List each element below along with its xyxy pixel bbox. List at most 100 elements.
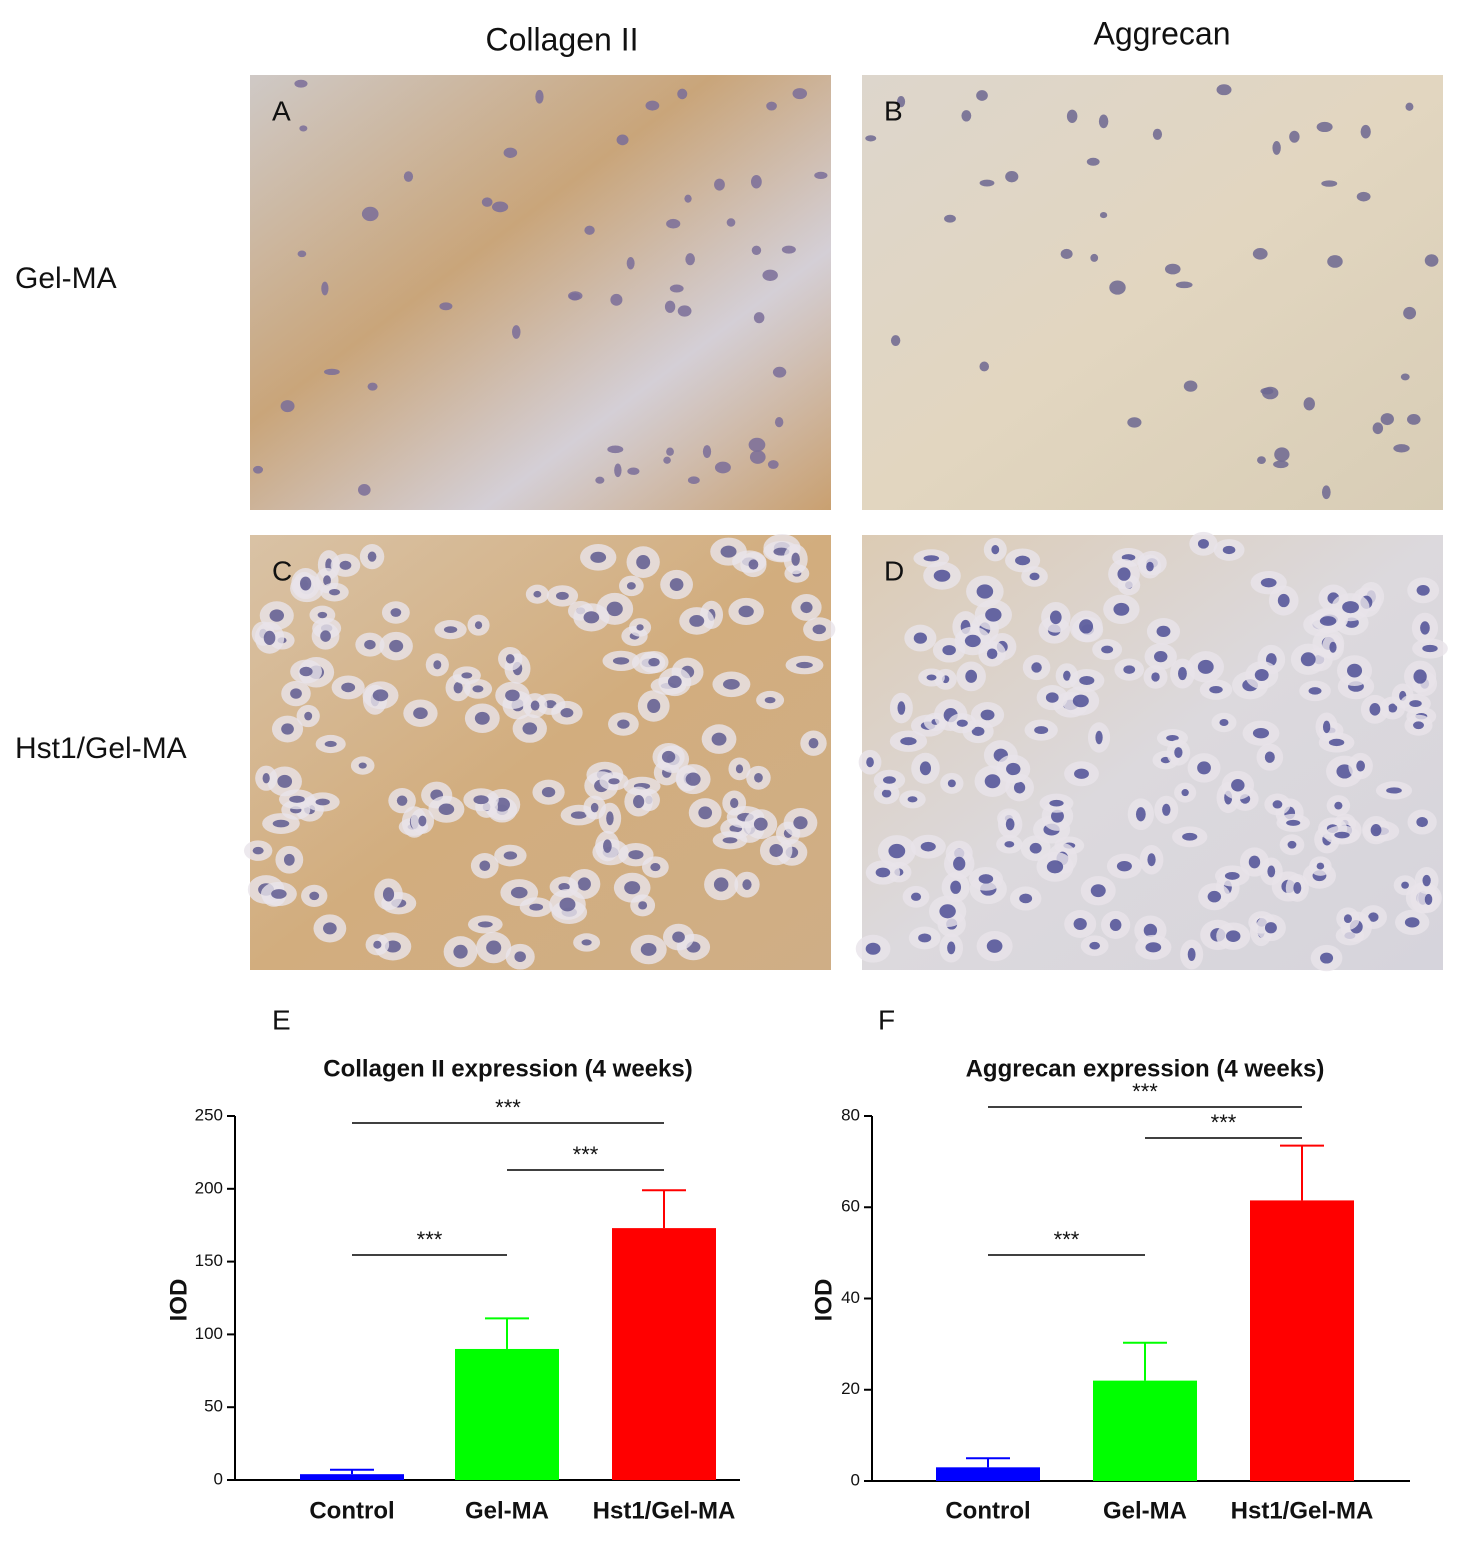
cell	[664, 300, 676, 313]
cell	[367, 551, 377, 562]
cell	[1420, 621, 1430, 635]
cell	[522, 722, 538, 735]
cell	[1182, 832, 1198, 841]
cell	[738, 605, 754, 618]
cell	[1183, 380, 1198, 392]
column-header: Collagen II	[486, 21, 639, 57]
cell	[1328, 738, 1345, 747]
cell	[479, 860, 491, 871]
cell	[584, 225, 595, 235]
y-tick-label: 20	[841, 1379, 860, 1398]
cell	[364, 639, 376, 650]
cell	[1197, 761, 1211, 775]
cell	[1013, 781, 1026, 794]
cell	[920, 841, 936, 852]
cell	[590, 802, 599, 813]
cell	[304, 711, 313, 721]
cell	[669, 284, 684, 293]
cell	[533, 590, 542, 598]
cell	[685, 253, 695, 266]
y-tick-label: 0	[851, 1470, 860, 1489]
cell	[413, 707, 428, 720]
y-tick-label: 80	[841, 1105, 860, 1124]
cell	[277, 774, 293, 788]
cell	[1099, 212, 1108, 219]
cell	[1060, 248, 1073, 260]
cell	[1152, 128, 1163, 140]
cell	[1293, 882, 1302, 894]
cell	[781, 245, 796, 254]
cell	[253, 465, 264, 474]
cell	[603, 839, 612, 853]
cell	[976, 584, 994, 599]
cell	[866, 757, 874, 768]
cell	[919, 761, 932, 776]
cell	[1029, 572, 1040, 581]
cell	[1277, 593, 1290, 608]
cell	[1015, 555, 1031, 566]
cell	[814, 171, 828, 180]
micrograph	[250, 75, 831, 510]
cell	[1181, 789, 1189, 797]
cell	[1356, 191, 1371, 202]
cell	[640, 943, 657, 956]
cell	[503, 851, 518, 860]
chart-title: Aggrecan expression (4 weeks)	[966, 1055, 1325, 1082]
cell	[390, 608, 402, 617]
cell	[320, 630, 331, 642]
cell	[735, 764, 744, 774]
cell	[1316, 862, 1325, 870]
cell	[341, 682, 356, 693]
cell	[271, 889, 287, 899]
cell	[570, 811, 587, 819]
cell	[1063, 670, 1071, 681]
cell	[608, 778, 620, 785]
cell	[714, 461, 731, 474]
cell	[1248, 855, 1261, 869]
cell	[577, 877, 591, 891]
cell	[1090, 253, 1099, 262]
panel-letter: A	[272, 95, 291, 126]
cell	[627, 467, 640, 475]
cell	[1005, 171, 1019, 183]
bar	[1250, 1200, 1354, 1481]
cell	[979, 179, 995, 187]
cell	[281, 723, 294, 735]
cell	[568, 291, 583, 301]
cell	[1135, 807, 1146, 822]
cell	[1187, 947, 1196, 961]
cell	[606, 811, 614, 826]
cell	[1303, 397, 1315, 411]
cell	[774, 416, 784, 428]
cell	[1101, 645, 1114, 654]
cell	[1380, 413, 1394, 426]
cell	[403, 171, 414, 182]
cell	[800, 601, 813, 614]
cell	[976, 90, 988, 101]
cell	[762, 269, 778, 281]
cell	[1334, 801, 1343, 810]
cell	[1316, 121, 1333, 133]
cell	[1089, 941, 1101, 950]
cell	[1413, 669, 1427, 684]
cell	[865, 135, 877, 142]
y-axis-label: IOD	[165, 1279, 192, 1322]
cell	[1289, 130, 1300, 143]
cell	[792, 88, 808, 100]
cell	[1090, 884, 1106, 898]
cell	[1086, 157, 1100, 166]
cell	[1166, 735, 1179, 742]
x-tick-label: Control	[309, 1497, 394, 1524]
cell	[1123, 665, 1136, 674]
cell	[1424, 893, 1433, 906]
cell	[677, 305, 692, 317]
cell	[748, 559, 759, 570]
cell	[1386, 787, 1402, 794]
cell	[299, 666, 313, 677]
cell	[1004, 841, 1015, 848]
cell	[1409, 700, 1422, 707]
cell	[323, 368, 340, 376]
cell	[453, 682, 463, 694]
cell	[965, 669, 978, 683]
cell	[726, 218, 736, 227]
